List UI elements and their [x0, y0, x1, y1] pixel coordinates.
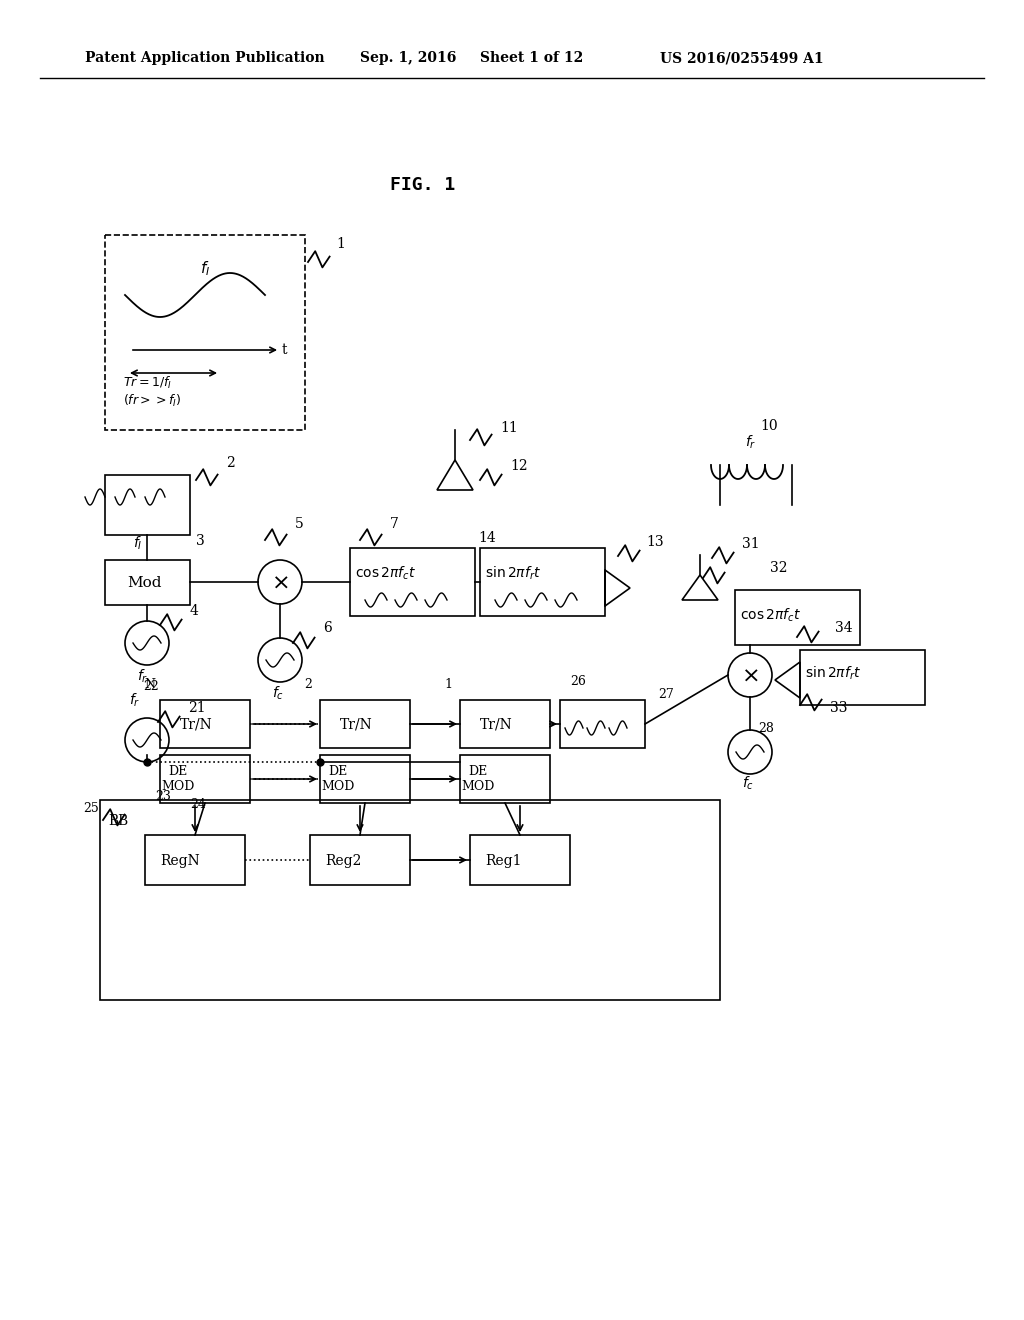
Text: N: N: [144, 678, 155, 690]
Text: 5: 5: [295, 517, 304, 531]
Text: 2: 2: [304, 678, 312, 690]
Text: 4: 4: [190, 605, 199, 618]
Text: 26: 26: [570, 675, 586, 688]
Text: 33: 33: [830, 701, 848, 715]
Text: 1: 1: [336, 238, 345, 251]
Text: t: t: [282, 343, 288, 356]
Text: 11: 11: [500, 421, 518, 436]
Text: 12: 12: [510, 459, 527, 473]
Text: $f_c$: $f_c$: [272, 685, 284, 702]
Text: $Tr=1/f_I$: $Tr=1/f_I$: [123, 375, 172, 391]
Text: RegN: RegN: [160, 854, 200, 869]
Text: 6: 6: [323, 620, 332, 635]
Text: $\cos 2\pi f_c t$: $\cos 2\pi f_c t$: [740, 607, 801, 624]
Text: DE
MOD: DE MOD: [462, 766, 495, 793]
Text: $\sin 2\pi f_r t$: $\sin 2\pi f_r t$: [485, 565, 542, 582]
Text: 13: 13: [646, 535, 664, 549]
Text: $f_I$: $f_I$: [133, 535, 142, 552]
Text: 22: 22: [143, 680, 159, 693]
Text: $f_c$: $f_c$: [742, 775, 754, 792]
Text: ×: ×: [742, 667, 761, 686]
Text: ×: ×: [272, 574, 291, 594]
Text: 28: 28: [758, 722, 774, 735]
Text: $f_I$: $f_I$: [200, 259, 210, 277]
Text: 3: 3: [196, 535, 205, 548]
Text: 7: 7: [390, 517, 399, 531]
Text: 25: 25: [83, 803, 98, 814]
Text: $\cos 2\pi f_c t$: $\cos 2\pi f_c t$: [355, 565, 417, 582]
Text: 14: 14: [478, 531, 496, 545]
Text: 10: 10: [760, 418, 777, 433]
Text: 27: 27: [658, 688, 674, 701]
Text: Tr/N: Tr/N: [340, 717, 373, 731]
Text: Sep. 1, 2016: Sep. 1, 2016: [360, 51, 457, 65]
Text: $(fr>>f_I)$: $(fr>>f_I)$: [123, 393, 181, 409]
Text: 34: 34: [835, 620, 853, 635]
Text: Sheet 1 of 12: Sheet 1 of 12: [480, 51, 584, 65]
Text: 1: 1: [444, 678, 452, 690]
Text: BB: BB: [108, 814, 128, 828]
Text: 2: 2: [226, 455, 234, 470]
Text: DE
MOD: DE MOD: [162, 766, 195, 793]
Text: Patent Application Publication: Patent Application Publication: [85, 51, 325, 65]
Text: US 2016/0255499 A1: US 2016/0255499 A1: [660, 51, 823, 65]
Text: $f_r$: $f_r$: [745, 434, 757, 451]
Text: Tr/N: Tr/N: [480, 717, 513, 731]
Text: 23: 23: [155, 789, 171, 803]
Text: 31: 31: [742, 537, 760, 550]
Text: 24: 24: [190, 799, 206, 810]
Text: Reg1: Reg1: [485, 854, 521, 869]
Text: 21: 21: [188, 701, 206, 715]
Text: FIG. 1: FIG. 1: [390, 176, 456, 194]
Text: DE
MOD: DE MOD: [322, 766, 354, 793]
Text: 32: 32: [770, 561, 787, 576]
Text: $\sin 2\pi f_r t$: $\sin 2\pi f_r t$: [805, 665, 861, 682]
Text: Reg2: Reg2: [325, 854, 361, 869]
Text: Mod: Mod: [127, 576, 162, 590]
Text: $f_r$: $f_r$: [129, 692, 140, 709]
Text: Tr/N: Tr/N: [180, 717, 213, 731]
Text: $f_r$: $f_r$: [137, 668, 148, 685]
